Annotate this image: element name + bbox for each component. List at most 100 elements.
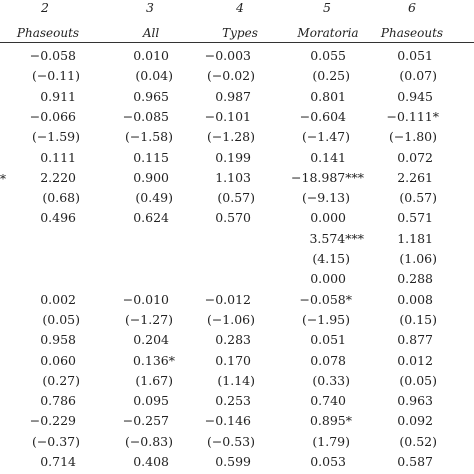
table-cell: 0.002 xyxy=(40,291,76,307)
col-number-3: 3 xyxy=(146,0,154,15)
table-cell: (0.05) xyxy=(399,372,437,388)
table-cell: 0.095 xyxy=(133,393,169,409)
table-cell: 0.000 xyxy=(310,271,346,287)
table-cell: (1.79) xyxy=(312,433,350,449)
table-cell: 0.288 xyxy=(397,271,433,287)
table-cell: (−1.28) xyxy=(206,129,255,145)
col-label-moratoria: Moratoria xyxy=(297,26,359,40)
table-cell: −0.058 xyxy=(29,48,76,63)
table-cell: 0.965 xyxy=(133,88,169,104)
table-cell: (0.27) xyxy=(42,372,80,388)
table-cell: (−1.95) xyxy=(301,311,350,327)
col-number-2: 2 xyxy=(41,0,49,15)
left-edge-star: * xyxy=(0,172,6,186)
table-cell: 0.072 xyxy=(397,149,433,165)
table-cell: 0.895* xyxy=(309,413,352,429)
table-cell: 0.408 xyxy=(133,454,169,469)
table-cell: 0.740 xyxy=(310,393,346,409)
table-cell: 0.111 xyxy=(40,149,76,165)
table-cell: −0.146 xyxy=(204,413,251,429)
table-cell: 0.945 xyxy=(397,88,433,104)
table-cell: 1.181 xyxy=(397,230,433,246)
table-cell: 0.053 xyxy=(310,454,346,469)
table-cell: 2.261 xyxy=(397,169,433,185)
table-cell: 0.587 xyxy=(397,454,433,469)
table-cell: (4.15) xyxy=(312,251,350,266)
table-cell: 2.220 xyxy=(40,169,76,185)
table-cell: 0.570 xyxy=(215,210,251,226)
table-cell: 0.253 xyxy=(215,393,251,409)
table-cell: 0.624 xyxy=(133,210,169,226)
table-cell: 0.911 xyxy=(40,88,76,104)
table-cell: 0.963 xyxy=(397,393,433,409)
table-cell: (−0.53) xyxy=(206,433,255,449)
table-cell: (−1.06) xyxy=(206,311,255,327)
table-cell: 0.786 xyxy=(40,393,76,409)
table-cell: 0.055 xyxy=(310,48,346,63)
table-cell: 0.092 xyxy=(397,413,433,429)
table-cell: 0.199 xyxy=(215,149,251,165)
table-cell: (−1.58) xyxy=(124,129,173,145)
table-cell: 0.012 xyxy=(397,352,433,368)
table-cell: 0.170 xyxy=(215,352,251,368)
table-cell: −0.003 xyxy=(204,48,251,63)
table-cell: −0.010 xyxy=(122,291,169,307)
table-cell: (0.04) xyxy=(135,68,173,84)
table-cell: 0.204 xyxy=(133,332,169,348)
table-cell: (0.05) xyxy=(42,311,80,327)
table-cell: 0.900 xyxy=(133,169,169,185)
table-cell: (0.68) xyxy=(42,190,80,206)
table-cell: (−0.02) xyxy=(206,68,255,84)
table-cell: (0.15) xyxy=(399,311,437,327)
table-cell: 0.060 xyxy=(40,352,76,368)
table-cell: (−1.27) xyxy=(124,311,173,327)
table-cell: 0.010 xyxy=(133,48,169,63)
table-cell: 0.801 xyxy=(310,88,346,104)
table-cell: 0.958 xyxy=(40,332,76,348)
table-cell: 0.051 xyxy=(397,48,433,63)
table-cell: −0.229 xyxy=(29,413,76,429)
col-label-all: All xyxy=(142,26,160,40)
table-cell: 0.714 xyxy=(40,454,76,469)
table-cell: (−1.59) xyxy=(31,129,80,145)
table-cell: (0.57) xyxy=(217,190,255,206)
table-cell: 1.103 xyxy=(215,169,251,185)
table-cell: 0.571 xyxy=(397,210,433,226)
table-cell: 0.051 xyxy=(310,332,346,348)
table-cell: 0.078 xyxy=(310,352,346,368)
table-cell: (−0.83) xyxy=(124,433,173,449)
col-label-phaseouts: Phaseouts xyxy=(380,26,444,40)
table-cell: (0.52) xyxy=(399,433,437,449)
table-cell: (1.14) xyxy=(217,372,255,388)
table-cell: (−1.47) xyxy=(301,129,350,145)
table-cell: 0.000 xyxy=(310,210,346,226)
table-cell: 0.987 xyxy=(215,88,251,104)
table-cell: (1.67) xyxy=(135,372,173,388)
table-cell: −0.101 xyxy=(204,108,251,124)
table-cell: 0.283 xyxy=(215,332,251,348)
table-cell: −0.085 xyxy=(122,108,169,124)
table-cell: (0.57) xyxy=(399,190,437,206)
table-cell: 0.008 xyxy=(397,291,433,307)
table-cell: −0.012 xyxy=(204,291,251,307)
table-cell: 0.877 xyxy=(397,332,433,348)
table-cell: (0.33) xyxy=(312,372,350,388)
header-rule xyxy=(0,42,474,43)
col-label-types: Types xyxy=(222,26,258,40)
table-cell: 0.115 xyxy=(133,149,169,165)
table-cell: 0.599 xyxy=(215,454,251,469)
table-cell: (0.07) xyxy=(399,68,437,84)
table-cell: (−9.13) xyxy=(301,190,350,206)
table-cell: −0.058* xyxy=(299,291,352,307)
table-cell: (−1.80) xyxy=(388,129,437,145)
table-cell: (−0.11) xyxy=(31,68,80,84)
table-cell: (0.49) xyxy=(135,190,173,206)
col-number-4: 4 xyxy=(236,0,244,15)
table-cell: 3.574*** xyxy=(309,230,364,246)
col-number-5: 5 xyxy=(323,0,331,15)
col-label-phaseouts: Phaseouts xyxy=(16,26,80,40)
table-cell: −0.604 xyxy=(299,108,346,124)
table-cell: 0.136* xyxy=(132,352,175,368)
table-cell: (0.25) xyxy=(312,68,350,84)
